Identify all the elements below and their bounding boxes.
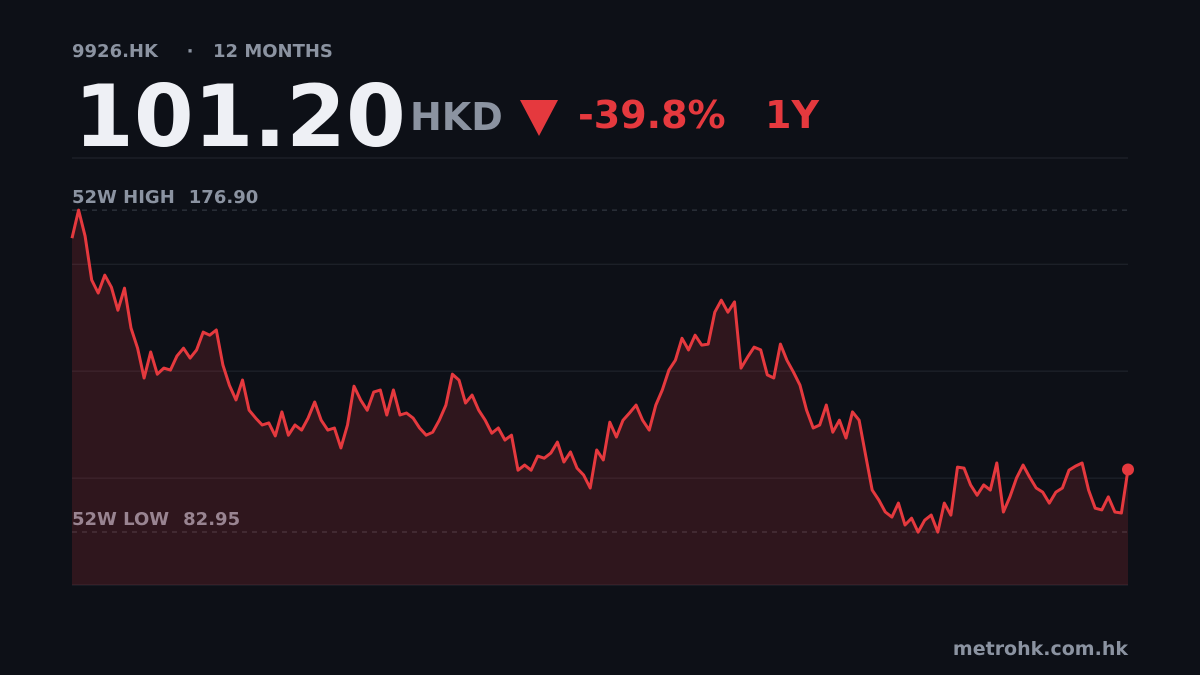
footer: metrohk.com.hk [953, 638, 1128, 660]
reference-value: 82.95 [183, 509, 240, 530]
price: 101.20 [74, 67, 406, 167]
range: 1Y [765, 93, 819, 137]
reference-label: 52W HIGH [72, 187, 175, 208]
price-line [70, 208, 1130, 534]
ticker: 9926.HK [72, 41, 159, 62]
currency: HKD [410, 95, 503, 139]
reference-label: 52W LOW [72, 509, 169, 530]
area [72, 210, 1128, 585]
separator: · [187, 41, 194, 62]
down-arrow [520, 100, 558, 136]
change: -39.8% [578, 93, 726, 137]
period: 12 MONTHS [213, 41, 333, 62]
plot-area: 52W HIGH 176.90 52W LOW 82.95 [70, 187, 1134, 586]
reference-value: 176.90 [189, 187, 258, 208]
last-point [1122, 463, 1134, 476]
